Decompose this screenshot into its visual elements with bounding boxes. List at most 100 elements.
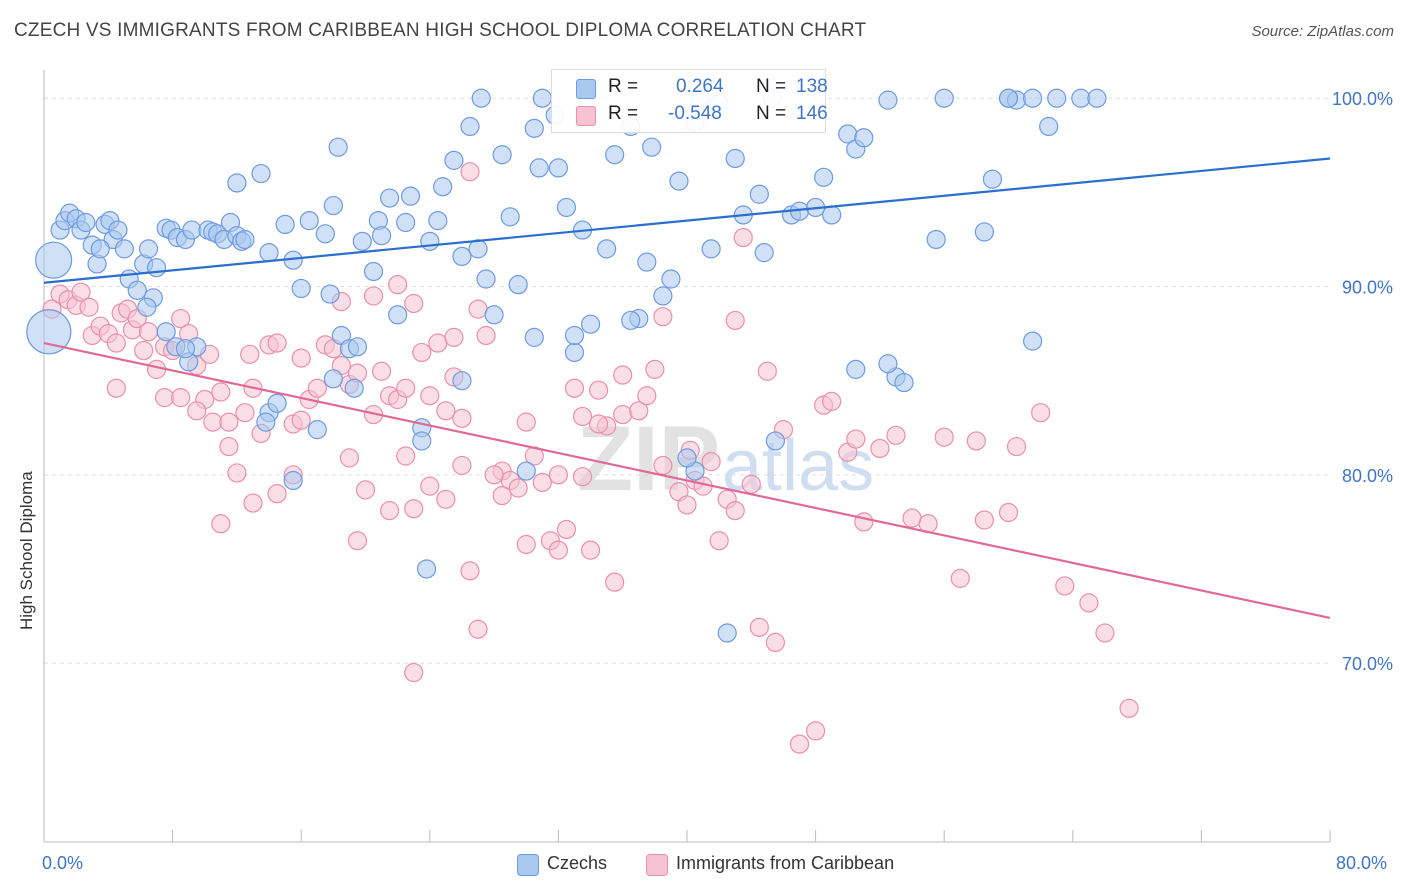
caribbean-point <box>902 508 922 528</box>
caribbean-point <box>588 380 609 400</box>
czech-point <box>182 220 202 240</box>
caribbean-point <box>71 282 91 302</box>
czech-point <box>822 205 842 225</box>
czech-n-value: 138 <box>796 76 828 97</box>
czech-point <box>380 188 400 208</box>
caribbean-point <box>765 632 786 653</box>
czech-point <box>267 393 287 413</box>
caribbean-point <box>532 472 552 492</box>
caribbean-point <box>645 359 665 379</box>
caribbean-point <box>404 662 424 683</box>
czech-point <box>307 420 327 440</box>
czech-point <box>974 222 994 242</box>
czech-point <box>444 150 464 170</box>
czech-point <box>323 195 343 216</box>
caribbean-point <box>79 297 99 317</box>
caribbean-point <box>436 401 456 421</box>
caribbean-point <box>749 617 769 637</box>
czech-point <box>597 239 617 259</box>
caribbean-point <box>556 519 577 540</box>
caribbean-point <box>404 499 424 519</box>
caribbean-point <box>460 162 480 182</box>
caribbean-point <box>733 227 753 248</box>
czech-point <box>433 177 453 197</box>
czech-point <box>878 354 898 374</box>
czech-point <box>146 258 167 278</box>
caribbean-point <box>452 408 472 428</box>
y-axis-title: High School Diploma <box>17 471 36 630</box>
caribbean-point <box>492 485 512 506</box>
caribbean-legend-swatch <box>646 854 668 876</box>
caribbean-point <box>854 512 874 532</box>
czech-point <box>556 197 577 218</box>
czech-point <box>256 412 276 432</box>
czech-point <box>275 214 295 234</box>
czech-point <box>516 461 536 481</box>
caribbean-point <box>580 540 601 560</box>
caribbean-point <box>291 348 311 368</box>
caribbean-point <box>613 365 633 385</box>
czech-point <box>460 116 480 137</box>
caribbean-point <box>468 299 488 319</box>
caribbean-point <box>396 446 416 466</box>
czech-point <box>653 286 673 306</box>
caribbean-point <box>187 401 207 421</box>
caribbean-point <box>243 493 263 513</box>
caribbean-point <box>460 561 480 581</box>
czech-point <box>846 359 866 379</box>
czech-point <box>320 284 340 304</box>
caribbean-point <box>1119 698 1139 718</box>
caribbean-point <box>757 361 777 381</box>
caribbean-point <box>307 378 327 398</box>
caribbean-point <box>629 401 649 421</box>
czech-point <box>754 243 774 263</box>
czech-point <box>894 372 914 393</box>
caribbean-point <box>267 484 287 504</box>
czech-point <box>235 229 255 250</box>
czech-point <box>926 229 946 250</box>
czech-r-label: R = <box>608 76 639 97</box>
caribbean-point <box>267 333 287 353</box>
czech-point <box>90 239 110 259</box>
czech-point <box>138 239 159 259</box>
x-tick-label-max: 80.0% <box>1336 853 1388 873</box>
caribbean-point <box>227 463 247 483</box>
caribbean-point <box>653 307 673 327</box>
czech-point <box>661 269 681 289</box>
caribbean-point <box>605 572 625 592</box>
czech-point <box>854 128 874 148</box>
caribbean-point <box>219 436 239 457</box>
caribbean-point <box>203 412 223 432</box>
caribbean-n-value: 146 <box>796 103 828 124</box>
y-tick-label-80: 80.0% <box>1342 466 1393 486</box>
caribbean-point <box>653 455 673 476</box>
czech-point <box>471 88 491 108</box>
czech-point <box>396 212 416 233</box>
czech-point <box>76 212 96 233</box>
caribbean-point <box>564 378 585 398</box>
czech-point <box>642 137 662 157</box>
czech-point <box>878 90 898 110</box>
czech-point <box>412 431 432 451</box>
correlation-legend: R = 0.264 N = 138 R = -0.548 N = 146 <box>551 69 828 133</box>
czech-point <box>548 158 569 178</box>
caribbean-point <box>934 427 954 447</box>
caribbean-point <box>452 455 472 476</box>
czech-point <box>529 158 549 178</box>
caribbean-point <box>588 414 609 434</box>
czech-point <box>701 239 721 259</box>
caribbean-point <box>355 480 376 500</box>
caribbean-trend-line <box>43 341 1331 620</box>
caribbean-swatch <box>576 106 596 126</box>
czech-point <box>621 310 641 331</box>
caribbean-point <box>106 378 126 398</box>
caribbean-point <box>484 465 504 485</box>
caribbean-point <box>444 327 464 347</box>
chart-title: CZECH VS IMMIGRANTS FROM CARIBBEAN HIGH … <box>14 20 867 41</box>
czech-point <box>315 224 335 244</box>
caribbean-point <box>572 406 593 427</box>
czech-point <box>484 305 504 325</box>
caribbean-point <box>380 501 400 521</box>
caribbean-point <box>870 438 890 459</box>
czech-point <box>137 297 157 317</box>
